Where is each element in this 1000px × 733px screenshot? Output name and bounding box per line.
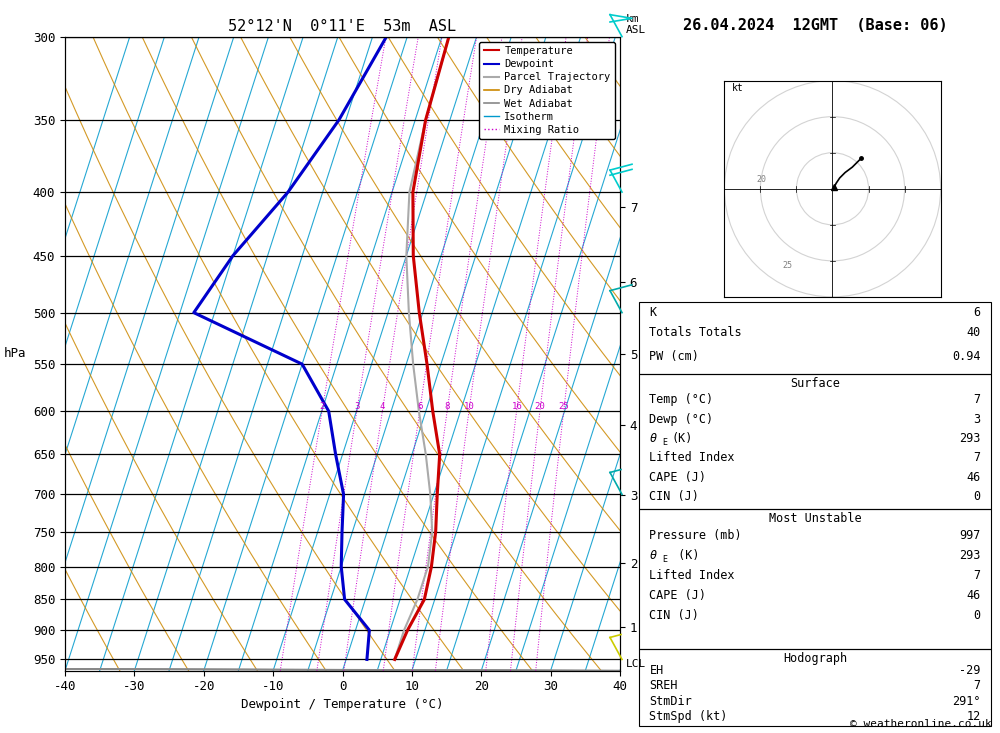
Text: 6: 6 (973, 306, 981, 319)
Text: 16: 16 (511, 402, 522, 411)
Text: 2: 2 (320, 402, 325, 411)
Text: StmDir: StmDir (649, 695, 692, 708)
Text: -29: -29 (959, 664, 981, 677)
Text: 6: 6 (417, 402, 423, 411)
Text: 40: 40 (966, 326, 981, 339)
Text: SREH: SREH (649, 679, 678, 693)
Text: Surface: Surface (790, 377, 840, 390)
Text: CIN (J): CIN (J) (649, 490, 699, 503)
Text: Lifted Index: Lifted Index (649, 452, 735, 464)
Bar (639, 509, 991, 649)
Text: 25: 25 (559, 402, 569, 411)
Text: 7: 7 (973, 569, 981, 582)
Text: 293: 293 (959, 549, 981, 562)
Text: EH: EH (649, 664, 664, 677)
Text: PW (cm): PW (cm) (649, 350, 699, 363)
Text: Dewp (°C): Dewp (°C) (649, 413, 714, 426)
Text: hPa: hPa (4, 347, 26, 360)
Text: 293: 293 (959, 432, 981, 445)
Text: θ: θ (649, 432, 657, 445)
Text: (K): (K) (671, 549, 700, 562)
Text: 291°: 291° (952, 695, 981, 708)
Text: 26.04.2024  12GMT  (Base: 06): 26.04.2024 12GMT (Base: 06) (683, 18, 947, 33)
Text: 3: 3 (973, 413, 981, 426)
Text: StmSpd (kt): StmSpd (kt) (649, 710, 728, 723)
Text: E: E (662, 438, 667, 447)
Text: 0.94: 0.94 (952, 350, 981, 363)
Text: 4: 4 (380, 402, 385, 411)
Text: km
ASL: km ASL (626, 14, 646, 35)
Text: E: E (662, 555, 667, 564)
Text: 997: 997 (959, 529, 981, 542)
Text: kt: kt (732, 84, 743, 93)
Text: Most Unstable: Most Unstable (769, 512, 861, 526)
Text: Pressure (mb): Pressure (mb) (649, 529, 742, 542)
Text: LCL: LCL (626, 659, 646, 669)
Text: 3: 3 (354, 402, 360, 411)
Text: CAPE (J): CAPE (J) (649, 471, 706, 484)
Text: © weatheronline.co.uk: © weatheronline.co.uk (850, 719, 991, 729)
Text: (K): (K) (671, 432, 692, 445)
Text: 0: 0 (973, 490, 981, 503)
Bar (639, 649, 991, 726)
X-axis label: Dewpoint / Temperature (°C): Dewpoint / Temperature (°C) (241, 698, 444, 710)
Text: 7: 7 (973, 679, 981, 693)
Text: 25: 25 (782, 261, 792, 270)
Text: 7: 7 (973, 393, 981, 406)
Text: 20: 20 (757, 174, 767, 183)
Title: 52°12'N  0°11'E  53m  ASL: 52°12'N 0°11'E 53m ASL (228, 19, 457, 34)
Text: 8: 8 (445, 402, 450, 411)
Text: Temp (°C): Temp (°C) (649, 393, 714, 406)
Text: 46: 46 (966, 471, 981, 484)
Text: 46: 46 (966, 589, 981, 602)
Text: 0: 0 (973, 609, 981, 622)
Text: 7: 7 (973, 452, 981, 464)
Text: 20: 20 (535, 402, 546, 411)
Text: θ: θ (649, 549, 657, 562)
Text: Hodograph: Hodograph (783, 652, 847, 665)
Text: 10: 10 (464, 402, 475, 411)
Bar (639, 374, 991, 509)
Text: Totals Totals: Totals Totals (649, 326, 742, 339)
Text: CAPE (J): CAPE (J) (649, 589, 706, 602)
Legend: Temperature, Dewpoint, Parcel Trajectory, Dry Adiabat, Wet Adiabat, Isotherm, Mi: Temperature, Dewpoint, Parcel Trajectory… (479, 42, 615, 139)
Text: 12: 12 (966, 710, 981, 723)
Text: CIN (J): CIN (J) (649, 609, 699, 622)
Text: K: K (649, 306, 657, 319)
Text: Lifted Index: Lifted Index (649, 569, 735, 582)
Bar (639, 302, 991, 374)
